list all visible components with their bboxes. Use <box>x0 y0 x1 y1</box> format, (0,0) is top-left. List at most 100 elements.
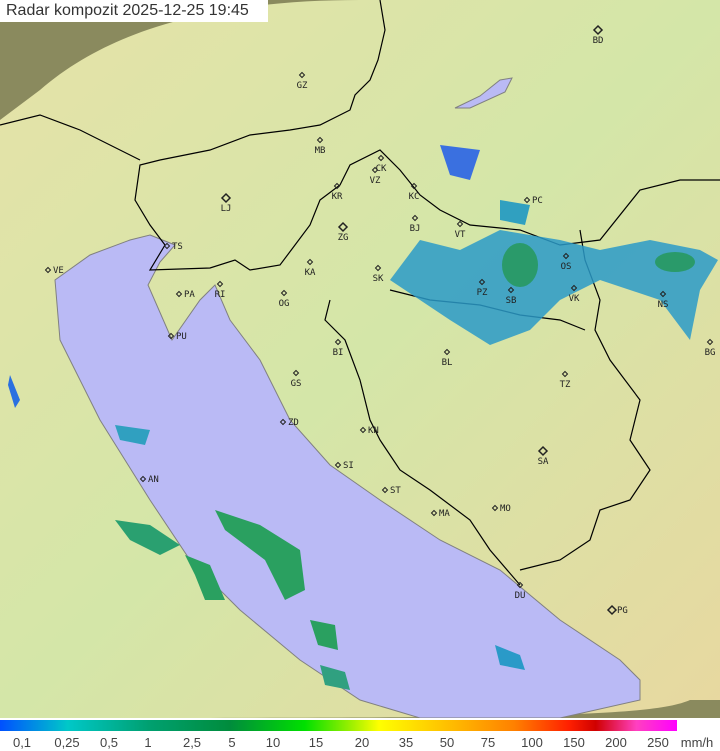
city-diamond-icon <box>279 418 287 426</box>
city-pg: PG <box>606 604 628 616</box>
legend-tick: 10 <box>265 735 281 750</box>
city-diamond-icon <box>337 221 349 233</box>
city-diamond-icon <box>216 280 224 288</box>
city-label: GZ <box>297 81 308 91</box>
precipitation-legend: 0,1 0,25 0,5 1 2,5 5 10 15 20 35 50 75 100 150 200 250 … <box>0 718 720 751</box>
legend-tick: 200 <box>605 735 627 750</box>
city-diamond-icon <box>478 278 486 286</box>
city-diamond-icon <box>562 252 570 260</box>
city-sb: SB <box>506 286 517 306</box>
city-vz: VZ <box>370 166 381 186</box>
city-label: MO <box>500 504 511 514</box>
city-diamond-icon <box>316 136 324 144</box>
city-bi: BI <box>333 338 344 358</box>
city-label: OG <box>279 299 290 309</box>
city-label: SB <box>506 296 517 306</box>
city-diamond-icon <box>516 581 524 589</box>
city-label: MA <box>439 509 450 519</box>
city-diamond-icon <box>298 71 306 79</box>
city-label: VT <box>455 230 466 240</box>
city-kn: KN <box>359 426 379 436</box>
city-kc: KC <box>409 182 419 202</box>
city-diamond-icon <box>443 348 451 356</box>
city-diamond-icon <box>606 604 618 616</box>
city-bj: BJ <box>410 214 420 234</box>
city-diamond-icon <box>507 286 515 294</box>
legend-tick: 100 <box>521 735 543 750</box>
legend-color-scale <box>0 720 677 731</box>
city-ka: KA <box>305 258 316 278</box>
city-diamond-icon <box>570 284 578 292</box>
legend-tick: 0,25 <box>54 735 80 750</box>
city-bl: BL <box>442 348 452 368</box>
city-gs: GS <box>291 369 302 389</box>
city-os: OS <box>561 252 571 272</box>
legend-tick: 20 <box>354 735 370 750</box>
city-diamond-icon <box>377 154 385 162</box>
city-diamond-icon <box>381 486 389 494</box>
city-gz: GZ <box>297 71 308 91</box>
map-title: Radar kompozit 2025-12-25 19:45 <box>0 0 268 22</box>
city-label: NS <box>658 300 669 310</box>
city-diamond-icon <box>167 332 175 340</box>
legend-tick: 5 <box>228 735 236 750</box>
city-label: VE <box>53 266 64 276</box>
city-label: ZD <box>288 418 299 428</box>
city-diamond-icon <box>410 182 418 190</box>
city-label: LJ <box>221 204 232 214</box>
legend-tick: 35 <box>398 735 414 750</box>
city-st: ST <box>381 486 401 496</box>
city-ck: CK <box>376 154 387 174</box>
city-diamond-icon <box>306 258 314 266</box>
city-label: ZG <box>338 233 349 243</box>
city-vk: VK <box>569 284 580 304</box>
city-diamond-icon <box>537 445 549 457</box>
city-label: GS <box>291 379 302 389</box>
city-label: KA <box>305 268 316 278</box>
city-bg: BG <box>705 338 715 358</box>
city-diamond-icon <box>280 289 288 297</box>
country-borders <box>0 0 720 586</box>
city-diamond-icon <box>523 196 531 204</box>
legend-tick: 15 <box>308 735 324 750</box>
city-pz: PZ <box>477 278 488 298</box>
city-label: SI <box>343 461 354 471</box>
city-diamond-icon <box>592 24 604 36</box>
city-label: BI <box>333 348 344 358</box>
city-diamond-icon <box>333 182 341 190</box>
city-diamond-icon <box>359 426 367 434</box>
city-vt: VT <box>455 220 466 240</box>
legend-tick: 50 <box>439 735 455 750</box>
city-diamond-icon <box>334 461 342 469</box>
adriatic-sea <box>54 234 641 718</box>
city-label: SK <box>373 274 384 284</box>
city-label: PG <box>617 606 628 616</box>
city-diamond-icon <box>706 338 714 346</box>
city-lj: LJ <box>221 192 232 214</box>
city-label: TS <box>172 242 183 252</box>
city-bd: BD <box>592 24 604 46</box>
city-an: AN <box>139 475 159 485</box>
city-label: KR <box>332 192 343 202</box>
city-label: TZ <box>560 380 571 390</box>
city-sk: SK <box>373 264 384 284</box>
city-label: MB <box>315 146 326 156</box>
city-diamond-icon <box>163 242 171 250</box>
city-diamond-icon <box>430 509 438 517</box>
city-diamond-icon <box>175 290 183 298</box>
city-zg: ZG <box>337 221 349 243</box>
city-si: SI <box>334 461 354 471</box>
city-ri: RI <box>215 280 225 300</box>
city-label: PA <box>184 290 195 300</box>
city-label: CK <box>376 164 387 174</box>
city-diamond-icon <box>561 370 569 378</box>
city-label: DU <box>515 591 526 601</box>
city-label: PZ <box>477 288 488 298</box>
legend-tick: 1 <box>144 735 152 750</box>
city-label: BD <box>593 36 604 46</box>
city-diamond-icon <box>44 266 52 274</box>
city-mb: MB <box>315 136 326 156</box>
city-diamond-icon <box>491 504 499 512</box>
radar-map: BD GZ MB CK VZ KR KC PC BJ VT LJ ZG TS VE KA SK OS PZ SB VK… <box>0 0 720 718</box>
